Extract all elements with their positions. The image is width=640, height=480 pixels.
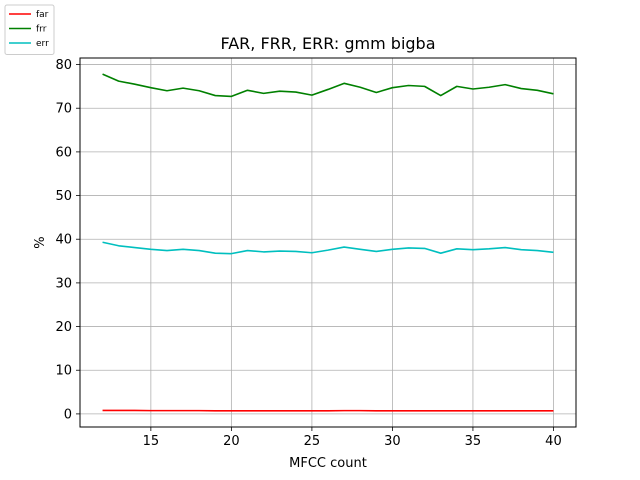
series-line-frr — [102, 73, 554, 98]
x-axis-label: MFCC count — [289, 456, 367, 471]
y-axis-label: % — [33, 236, 48, 248]
x-tick-label: 40 — [545, 434, 562, 449]
x-tick-label: 25 — [304, 434, 321, 449]
legend: far frr err — [4, 4, 55, 55]
x-tick-label: 30 — [384, 434, 401, 449]
y-tick-label: 70 — [55, 102, 72, 117]
legend-label-err: err — [36, 39, 49, 49]
series-lines — [102, 73, 554, 412]
y-tick-label: 20 — [55, 320, 72, 335]
legend-label-frr: frr — [36, 25, 47, 35]
plot-area — [79, 57, 577, 428]
chart-title: FAR, FRR, ERR: gmm bigba — [220, 34, 435, 53]
y-tick-label: 80 — [55, 58, 72, 73]
legend-label-far: far — [36, 10, 49, 20]
x-tick-label: 15 — [143, 434, 160, 449]
y-tick-label: 60 — [55, 145, 72, 160]
legend-box — [4, 4, 55, 55]
x-tick-label: 20 — [223, 434, 240, 449]
series-line-err — [102, 241, 554, 255]
grid — [80, 58, 576, 427]
y-tick-label: 30 — [55, 276, 72, 291]
y-tick-label: 40 — [55, 233, 72, 248]
x-tick-label: 35 — [465, 434, 482, 449]
axis-ticks: 15 20 25 30 35 40 0 10 20 30 40 50 60 70 80 — [55, 58, 561, 449]
y-tick-label: 50 — [55, 189, 72, 204]
y-tick-label: 10 — [55, 364, 72, 379]
y-tick-label: 0 — [64, 407, 72, 422]
